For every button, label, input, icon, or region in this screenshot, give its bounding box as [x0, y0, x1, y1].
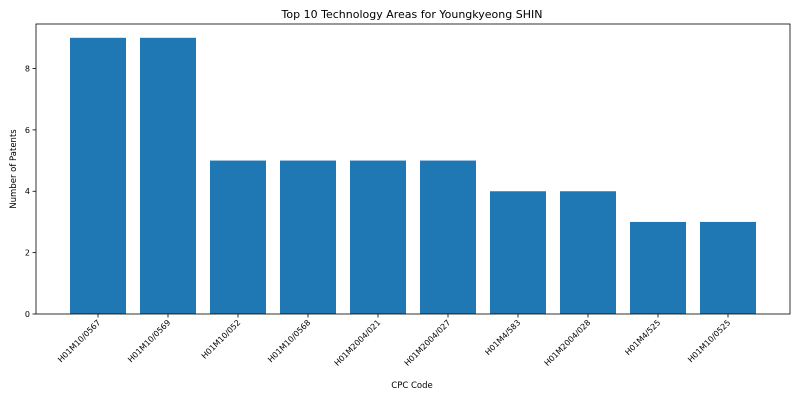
x-tick-label-6: H01M4/583: [483, 318, 522, 357]
x-tick-label-9: H01M10/0525: [686, 318, 732, 364]
bar-0: [70, 38, 126, 314]
bar-4: [350, 161, 406, 314]
x-tick-label-5: H01M2004/027: [403, 318, 453, 368]
bar-7: [560, 191, 616, 314]
y-tick-label-4: 8: [25, 64, 30, 73]
x-tick-label-7: H01M2004/028: [543, 318, 593, 368]
x-tick-label-0: H01M10/0567: [56, 318, 102, 364]
bar-5: [420, 161, 476, 314]
y-tick-label-0: 0: [25, 310, 30, 319]
chart-title: Top 10 Technology Areas for Youngkyeong …: [281, 8, 543, 21]
x-tick-label-2: H01M10/052: [200, 318, 243, 361]
bars-group: [70, 38, 756, 314]
y-tick-label-1: 2: [25, 249, 30, 258]
x-tick-label-1: H01M10/0569: [126, 318, 172, 364]
x-tick-label-4: H01M2004/021: [333, 318, 383, 368]
bar-6: [490, 191, 546, 314]
bar-9: [700, 222, 756, 314]
y-axis-label: Number of Patents: [9, 129, 19, 209]
x-axis: H01M10/0567 H01M10/0569 H01M10/052 H01M10/0…: [56, 314, 732, 368]
y-axis: 0 2 4 6 8: [25, 64, 36, 319]
x-tick-label-8: H01M4/525: [623, 318, 662, 357]
y-tick-label-2: 4: [25, 187, 30, 196]
x-axis-label: CPC Code: [391, 381, 432, 391]
bar-3: [280, 161, 336, 314]
x-tick-label-3: H01M10/0568: [266, 318, 312, 364]
bar-1: [140, 38, 196, 314]
bar-2: [210, 161, 266, 314]
bar-8: [630, 222, 686, 314]
y-tick-label-3: 6: [25, 126, 30, 135]
